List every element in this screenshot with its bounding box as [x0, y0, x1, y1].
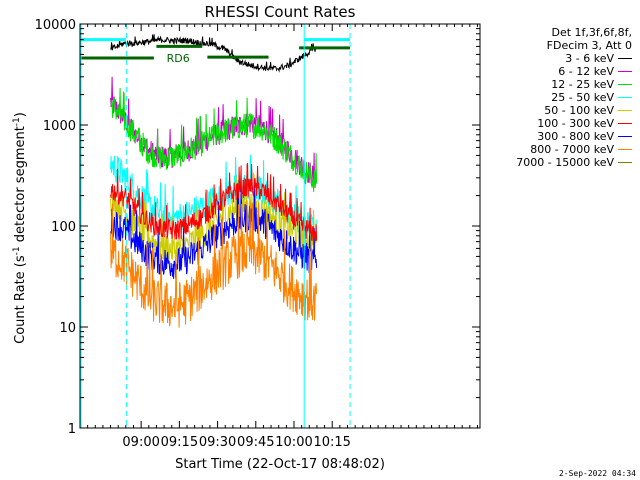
- legend-label: 6 - 12 keV: [558, 65, 614, 78]
- legend-label: 800 - 7000 keV: [530, 143, 614, 156]
- legend-label: 100 - 300 keV: [537, 117, 614, 130]
- series-line-800-7000-kev: [110, 200, 318, 328]
- footer-timestamp: 2-Sep-2022 04:34: [558, 469, 636, 478]
- legend-swatch: [618, 136, 632, 137]
- legend-swatch: [618, 71, 632, 72]
- y-tick-label: 100: [51, 220, 76, 235]
- legend-swatch: [618, 97, 632, 98]
- chart-title: RHESSI Count Rates: [205, 3, 356, 21]
- y-axis-label: Count Rate (s-1 detector segment-1): [12, 112, 28, 344]
- legend-swatch: [618, 149, 632, 150]
- legend-label: 50 - 100 keV: [544, 104, 614, 117]
- legend-entry: 300 - 800 keV: [480, 130, 632, 143]
- series-line-12-25-kev: [110, 87, 318, 192]
- legend-entry: 25 - 50 keV: [480, 91, 632, 104]
- legend-header-2: FDecim 3, Att 0: [546, 39, 632, 52]
- y-tick-label: 1000: [43, 119, 76, 134]
- axes: 09:00 09:15 09:30 09:45 10:00 10:15 1 10 100 1000…: [35, 18, 481, 450]
- y-tick-label: 1: [68, 422, 76, 437]
- legend-entry: 6 - 12 keV: [480, 65, 632, 78]
- legend-entry: 100 - 300 keV: [480, 117, 632, 130]
- legend-label: 25 - 50 keV: [551, 91, 614, 104]
- legend: Det 1f,3f,6f,8f, FDecim 3, Att 0 3 - 6 k…: [480, 26, 632, 169]
- y-tick-label: 10: [59, 321, 76, 336]
- x-axis-label: Start Time (22-Oct-17 08:48:02): [175, 457, 385, 472]
- legend-entry: 50 - 100 keV: [480, 104, 632, 117]
- y-tick-label: 10000: [35, 18, 76, 33]
- legend-header-1: Det 1f,3f,6f,8f,: [551, 26, 632, 39]
- legend-label: 7000 - 15000 keV: [516, 156, 614, 169]
- legend-entry: 7000 - 15000 keV: [480, 156, 632, 169]
- x-tick-label: 09:30: [199, 435, 236, 450]
- legend-label: 12 - 25 keV: [551, 78, 614, 91]
- legend-swatch: [618, 110, 632, 111]
- x-tick-label: 09:15: [161, 435, 198, 450]
- x-tick-label: 10:15: [313, 435, 350, 450]
- legend-swatch: [618, 84, 632, 85]
- legend-label: 300 - 800 keV: [537, 130, 614, 143]
- series-line-3-6-kev: [110, 34, 318, 73]
- series-line-300-800-kev: [110, 184, 318, 279]
- x-tick-label: 09:45: [237, 435, 274, 450]
- series-line-100-300-kev: [110, 162, 318, 242]
- legend-swatch: [618, 58, 632, 59]
- x-tick-label: 10:00: [275, 435, 312, 450]
- legend-entry: 12 - 25 keV: [480, 78, 632, 91]
- legend-entry: 3 - 6 keV: [480, 52, 632, 65]
- series-line-50-100-kev: [110, 174, 318, 265]
- legend-swatch: [618, 123, 632, 124]
- plot-area: RD6: [80, 24, 351, 428]
- state-bar-label-0: RD6: [167, 52, 190, 65]
- x-tick-label: 09:00: [122, 435, 159, 450]
- legend-entry: 800 - 7000 keV: [480, 143, 632, 156]
- legend-swatch: [618, 162, 632, 163]
- legend-label: 3 - 6 keV: [565, 52, 614, 65]
